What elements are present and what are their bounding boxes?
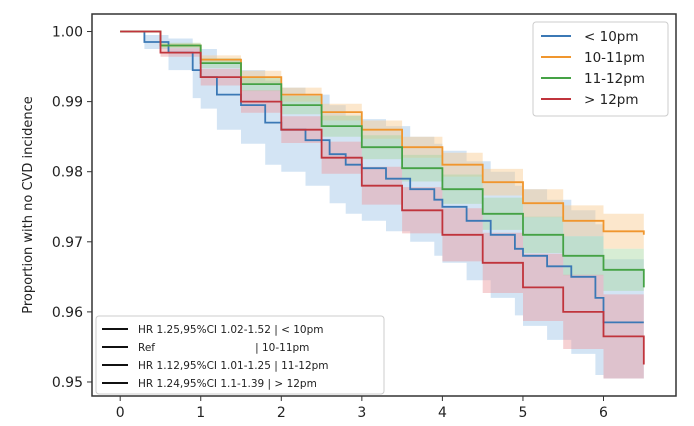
legend-label: < 10pm (584, 29, 639, 45)
x-tick-label: 0 (116, 405, 125, 421)
x-tick-label: 3 (357, 405, 366, 421)
hazard-ratio-legend: HR 1.25,95%CI 1.02-1.52 | < 10pm Ref | 10… (95, 315, 385, 395)
legend-label: 10-11pm (584, 50, 645, 66)
y-tick-label: 0.96 (52, 305, 83, 321)
hr-legend-entry: HR 1.25,95%CI 1.02-1.52 | < 10pm (138, 324, 324, 336)
hr-legend-entry: HR 1.12,95%CI 1.01-1.25 | 11-12pm (138, 360, 329, 372)
hr-legend-box (95, 315, 385, 395)
y-tick-label: 0.98 (52, 165, 83, 181)
legend-label: 11-12pm (584, 71, 645, 87)
ci-band-1 (120, 31, 644, 255)
x-tick-label: 4 (438, 405, 447, 421)
confidence-bands (120, 31, 644, 414)
x-tick-label: 6 (599, 405, 608, 421)
hr-legend-entry: HR 1.24,95%CI 1.1-1.39 | > 12pm (138, 378, 317, 390)
plot-frame (91, 13, 677, 397)
survival-lines (120, 30, 645, 365)
series-line-2 (120, 30, 645, 288)
legend-box (532, 21, 669, 117)
x-tick-label: 2 (277, 405, 286, 421)
y-axis-ticks: 1.00 0.99 0.98 0.97 0.96 0.95 (52, 25, 92, 391)
y-tick-label: 0.97 (52, 235, 83, 251)
y-tick-label: 0.99 (52, 95, 83, 111)
y-tick-label: 0.95 (52, 375, 83, 391)
hr-legend-entry: Ref | 10-11pm (138, 342, 309, 354)
x-tick-label: 1 (196, 405, 205, 421)
ci-band-0 (120, 31, 644, 379)
series-line-3 (120, 30, 645, 365)
series-line-1 (120, 30, 645, 235)
x-axis-ticks: 0 1 2 3 4 5 6 (116, 396, 608, 421)
y-axis-label: Proportion with no CVD incidence (21, 96, 36, 314)
x-tick-label: 5 (518, 405, 527, 421)
series-legend: < 10pm 10-11pm 11-12pm > 12pm (532, 21, 669, 117)
legend-label: > 12pm (584, 92, 639, 108)
y-tick-label: 1.00 (52, 25, 83, 41)
